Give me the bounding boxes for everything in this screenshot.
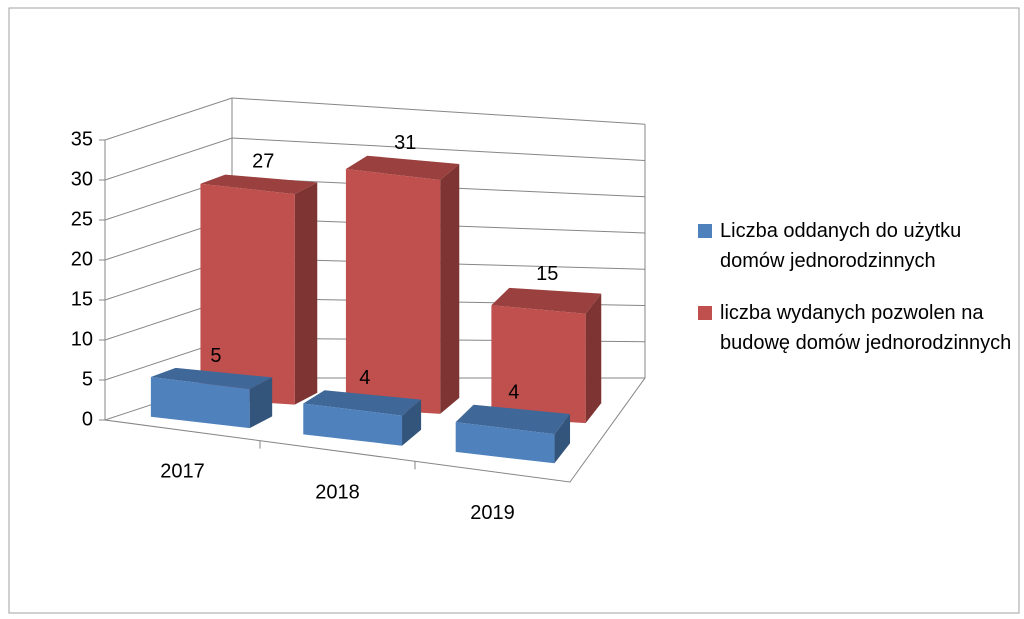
y-tick-label: 15 (71, 288, 93, 310)
y-tick-label: 10 (71, 328, 93, 350)
y-tick-label: 5 (82, 368, 93, 390)
data-label: 4 (508, 382, 519, 404)
legend-swatch (698, 224, 712, 238)
bar-side (249, 377, 273, 429)
bar (303, 403, 403, 446)
x-tick-label: 2017 (160, 461, 205, 483)
data-label: 4 (359, 367, 370, 389)
grid-line (104, 97, 646, 141)
bar-top (200, 174, 318, 195)
bar (345, 168, 441, 414)
data-label: 15 (536, 263, 558, 285)
bar-side (402, 399, 422, 446)
frame (8, 7, 1020, 614)
bar (150, 377, 250, 429)
y-tick-label: 30 (71, 168, 93, 190)
legend-label: liczba wydanych pozwolen na budowę domów… (720, 302, 1012, 354)
y-tick-label: 35 (71, 128, 93, 150)
legend-swatch (698, 306, 712, 320)
data-label: 31 (394, 132, 416, 154)
axis-wall (104, 124, 646, 483)
bar-side (440, 164, 460, 414)
legend-item: Liczba oddanych do użytku domów jednorod… (698, 216, 1018, 276)
bar (200, 183, 295, 405)
bar (455, 422, 555, 464)
x-tick-label: 2019 (470, 502, 515, 524)
bar-top (303, 390, 422, 416)
bar-side (294, 182, 318, 405)
bar-top (150, 367, 273, 390)
bar-top (455, 404, 571, 435)
bar-top (491, 287, 602, 314)
bar-side (554, 414, 571, 464)
x-tick-label: 2018 (315, 481, 360, 503)
legend-item: liczba wydanych pozwolen na budowę domów… (698, 298, 1018, 358)
legend: Liczba oddanych do użytku domów jednorod… (698, 216, 1018, 380)
y-tick-label: 25 (71, 208, 93, 230)
y-tick-label: 20 (71, 248, 93, 270)
legend-label: Liczba oddanych do użytku domów jednorod… (720, 220, 962, 272)
bar-top (345, 155, 460, 180)
bar (491, 305, 586, 424)
y-tick-label: 0 (82, 408, 93, 430)
data-label: 5 (210, 345, 221, 367)
data-label: 27 (252, 151, 274, 173)
bar-side (585, 293, 602, 424)
